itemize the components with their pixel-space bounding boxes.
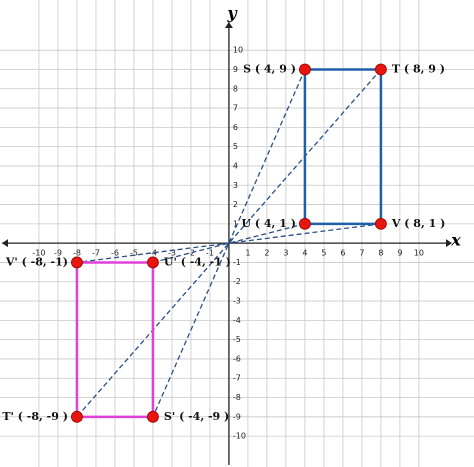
point — [375, 63, 387, 76]
point-label: U' ( -4, -1 ) — [164, 255, 231, 268]
x-tick-label: 7 — [359, 249, 364, 258]
y-tick-label: 7 — [233, 104, 238, 113]
x-tick-label: 3 — [283, 249, 288, 258]
point — [147, 410, 159, 423]
point-label: T' ( -8, -9 ) — [2, 410, 68, 423]
y-tick-label: -9 — [233, 412, 241, 421]
connector — [76, 69, 382, 418]
x-tick-label: -5 — [130, 249, 138, 258]
x-tick-label: 9 — [397, 249, 402, 258]
y-tick-label: -2 — [233, 277, 241, 286]
y-tick-label: -10 — [233, 432, 246, 441]
point-label: V' ( -8, -1) — [5, 255, 68, 268]
x-tick-label: 8 — [378, 249, 383, 258]
y-tick-label: 4 — [233, 161, 238, 170]
x-tick-label: 4 — [302, 249, 307, 258]
point-label: S' ( -4, -9 ) — [164, 410, 229, 423]
x-tick-label: 5 — [321, 249, 326, 258]
y-axis-label: y — [226, 4, 238, 23]
x-tick-label: 2 — [264, 249, 269, 258]
x-tick-label: 1 — [245, 249, 250, 258]
y-tick-label: -8 — [233, 393, 241, 402]
x-tick-label: -4 — [149, 249, 157, 258]
x-tick-label: 6 — [340, 249, 345, 258]
connector — [152, 69, 306, 418]
y-tick-label: 2 — [233, 200, 238, 209]
x-tick-label: -8 — [73, 249, 81, 258]
point-label: T ( 8, 9 ) — [392, 62, 445, 75]
y-tick-label: 3 — [233, 181, 238, 190]
x-axis-label: x — [450, 231, 461, 250]
connector — [152, 223, 306, 264]
y-tick-label: -4 — [233, 316, 241, 325]
x-tick-label: 10 — [414, 249, 424, 258]
point — [375, 217, 387, 230]
point — [71, 256, 83, 269]
point-label: U ( 4, 1 ) — [241, 217, 295, 230]
y-tick-label: 9 — [233, 65, 238, 74]
y-tick-label: -1 — [233, 258, 241, 267]
x-tick-label: -3 — [168, 249, 176, 258]
point — [299, 63, 311, 76]
point — [299, 217, 311, 230]
x-tick-label: -2 — [187, 249, 195, 258]
x-arrow-left — [2, 239, 8, 248]
y-tick-label: 10 — [233, 46, 243, 55]
x-tick-label: -10 — [32, 249, 45, 258]
x-tick-label: -6 — [111, 249, 119, 258]
y-tick-label: -5 — [233, 335, 241, 344]
y-tick-label: 6 — [233, 123, 238, 132]
point — [147, 256, 159, 269]
point — [71, 410, 83, 423]
y-tick-label: 1 — [233, 219, 238, 228]
connector — [76, 223, 381, 264]
y-tick-label: -6 — [233, 354, 241, 363]
y-tick-label: -7 — [233, 374, 241, 383]
y-tick-label: 5 — [233, 142, 238, 151]
x-arrow — [446, 239, 452, 248]
y-tick-label: 8 — [233, 84, 238, 93]
x-tick-label: -7 — [92, 249, 100, 258]
y-tick-label: -3 — [233, 297, 241, 306]
point-label: S ( 4, 9 ) — [243, 62, 296, 75]
x-tick-label: -9 — [54, 249, 62, 258]
point-label: V ( 8, 1 ) — [391, 217, 445, 230]
x-tick-label: -1 — [206, 249, 214, 258]
y-arrow — [224, 22, 233, 28]
